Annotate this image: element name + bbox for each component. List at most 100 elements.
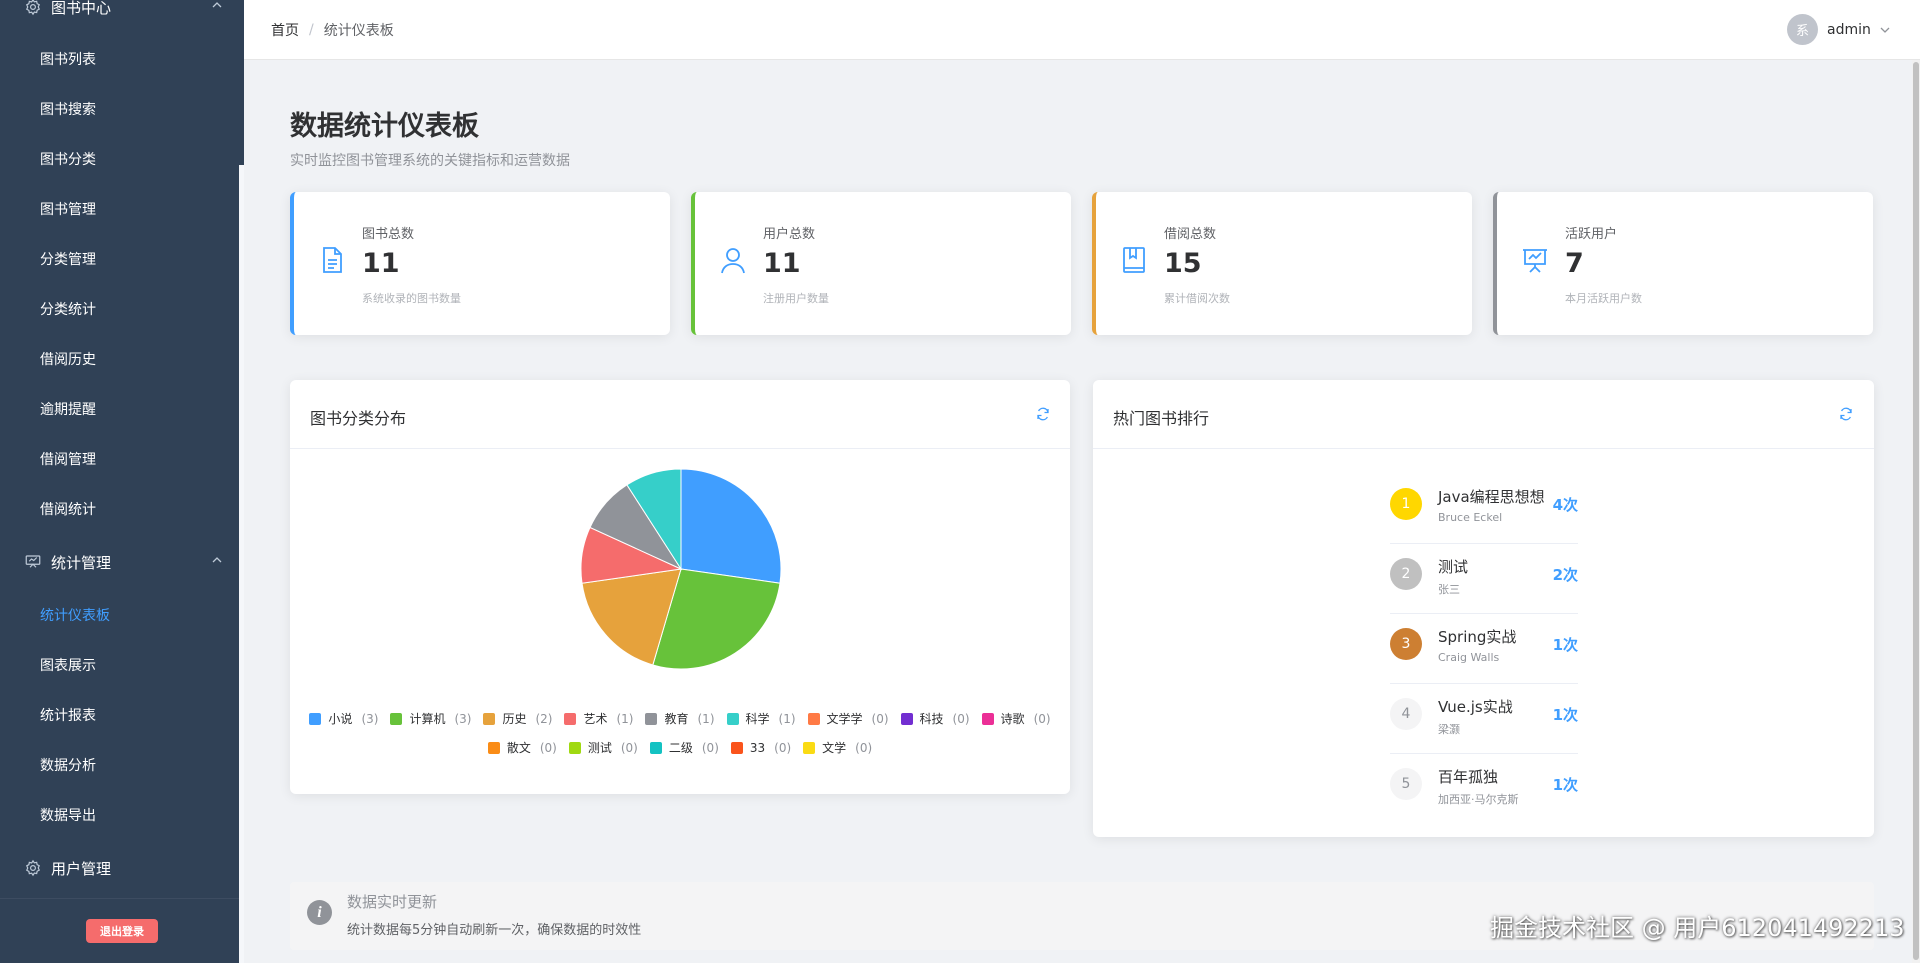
legend-item[interactable]: 文学 (0) [803, 739, 872, 756]
stat-value: 11 [763, 248, 801, 279]
panel-header: 热门图书排行 [1093, 380, 1874, 449]
legend-item[interactable]: 散文 (0) [487, 739, 557, 756]
divider [0, 898, 244, 899]
menu-group-label: 统计管理 [51, 553, 112, 572]
legend-label: 二级 [668, 741, 693, 755]
legend-item[interactable]: 科技 (0) [900, 710, 970, 727]
main-scrollbar[interactable] [1913, 62, 1919, 960]
menu-group-books[interactable]: 图书中心 [0, 0, 244, 27]
legend-item[interactable]: 文学学 (0) [807, 710, 889, 727]
legend-count: (3) [361, 711, 379, 726]
legend-label: 小说 [328, 712, 353, 726]
sidebar-item-export[interactable]: 数据导出 [40, 808, 96, 824]
page-subtitle: 实时监控图书管理系统的关键指标和运营数据 [290, 153, 570, 169]
document-icon [323, 247, 342, 273]
refresh-icon[interactable] [1838, 406, 1854, 422]
sidebar-item-borrow-manage[interactable]: 借阅管理 [40, 452, 96, 468]
legend-item[interactable]: 艺术 (1) [564, 710, 633, 727]
hot-books-panel: 热门图书排行 [1093, 380, 1874, 837]
legend-count: (3) [454, 711, 472, 726]
book-author: 张三 [1438, 583, 1460, 596]
legend-swatch [564, 712, 577, 725]
info-desc: 统计数据每5分钟自动刷新一次，确保数据的时效性 [347, 923, 642, 938]
sidebar-item-book-search[interactable]: 图书搜索 [40, 102, 96, 118]
refresh-icon[interactable] [1035, 406, 1051, 422]
list-item[interactable]: 4 Vue.js实战 梁灏 1次 [1390, 684, 1578, 754]
legend-item[interactable]: 测试 (0) [568, 739, 638, 756]
legend-count: (0) [855, 740, 873, 755]
legend-item[interactable]: 历史 (2) [483, 710, 552, 727]
stat-label: 借阅总数 [1164, 227, 1217, 242]
legend-swatch [726, 712, 739, 725]
pie-slice[interactable] [581, 568, 682, 666]
chevron-up-icon [212, 557, 222, 563]
sidebar-item-borrow-history[interactable]: 借阅历史 [40, 352, 96, 368]
list-item[interactable]: 2 测试 张三 2次 [1390, 544, 1578, 614]
legend-swatch [483, 712, 496, 725]
book-author: Craig Walls [1438, 651, 1500, 664]
pie-slice[interactable] [680, 468, 782, 584]
list-item[interactable]: 1 Java编程思想想 Bruce Eckel 4次 [1390, 474, 1578, 544]
sidebar-item-borrow-stats[interactable]: 借阅统计 [40, 502, 96, 518]
list-item[interactable]: 5 百年孤独 加西亚·马尔克斯 1次 [1390, 754, 1578, 824]
menu-group-label: 用户管理 [51, 859, 112, 878]
sidebar-item-dashboard[interactable]: 统计仪表板 [40, 608, 110, 624]
legend-count: (0) [871, 711, 889, 726]
presentation-icon [1523, 249, 1547, 273]
legend-label: 文学学 [826, 712, 863, 726]
legend-count: (1) [616, 711, 634, 726]
sidebar-item-charts[interactable]: 图表展示 [40, 658, 96, 674]
legend-item[interactable]: 二级 (0) [649, 739, 719, 756]
gear-icon [25, 859, 41, 877]
username: admin [1827, 21, 1871, 38]
menu-group-stats[interactable]: 统计管理 [0, 542, 244, 582]
sidebar-item-category-manage[interactable]: 分类管理 [40, 252, 96, 268]
sidebar-scrollbar[interactable] [239, 165, 244, 963]
legend-item[interactable]: 科学 (1) [726, 710, 796, 727]
pie-slice[interactable] [626, 468, 682, 571]
stat-desc: 系统收录的图书数量 [362, 292, 461, 305]
sidebar-item-overdue[interactable]: 逾期提醒 [40, 402, 96, 418]
book-title: Java编程思想想 [1438, 488, 1545, 506]
legend-label: 文学 [822, 741, 847, 755]
legend-item[interactable]: 33 (0) [730, 739, 792, 756]
legend-swatch [803, 741, 816, 754]
legend-count: (0) [1033, 711, 1051, 726]
borrow-count: 1次 [1552, 636, 1578, 654]
legend-swatch [568, 741, 581, 754]
book-author: 梁灏 [1438, 723, 1460, 736]
chevron-up-icon [212, 2, 222, 8]
legend-label: 33 [749, 740, 766, 755]
category-distribution-panel: 图书分类分布 小说 (3) 计算机 (3) 历史 (2) 艺术 (1) 教育 (1) 科学 (1) 文学… [290, 380, 1070, 794]
menu-group-users[interactable]: 用户管理 [0, 848, 244, 888]
sidebar-item-book-manage[interactable]: 图书管理 [40, 202, 96, 218]
legend-item[interactable]: 教育 (1) [645, 710, 715, 727]
notebook-icon [1123, 247, 1145, 273]
book-title: Vue.js实战 [1438, 698, 1513, 716]
legend-item[interactable]: 计算机 (3) [390, 710, 471, 727]
panel-title: 图书分类分布 [310, 409, 407, 428]
avatar: 系 [1787, 14, 1818, 45]
panel-header: 图书分类分布 [290, 380, 1070, 449]
user-dropdown[interactable]: 系 admin [1787, 14, 1891, 45]
sidebar-item-book-list[interactable]: 图书列表 [40, 52, 96, 68]
legend-item[interactable]: 小说 (3) [309, 710, 378, 727]
legend-item[interactable]: 诗歌 (0) [981, 710, 1051, 727]
rank-badge: 3 [1390, 628, 1422, 660]
sidebar-item-reports[interactable]: 统计报表 [40, 708, 96, 724]
stat-card-users: 用户总数 11 注册用户数量 [691, 192, 1071, 335]
legend-count: (0) [952, 711, 970, 726]
list-item[interactable]: 3 Spring实战 Craig Walls 1次 [1390, 614, 1578, 684]
menu-group-label: 图书中心 [51, 0, 112, 17]
pie-slice[interactable] [652, 568, 781, 670]
legend-swatch [390, 712, 403, 725]
logout-button[interactable]: 退出登录 [86, 919, 158, 943]
legend-count: (0) [774, 740, 792, 755]
page-title: 数据统计仪表板 [290, 111, 479, 142]
legend-count: (2) [535, 711, 553, 726]
breadcrumb-home[interactable]: 首页 [271, 23, 299, 39]
legend-label: 科学 [745, 712, 770, 726]
sidebar-item-book-category[interactable]: 图书分类 [40, 152, 96, 168]
sidebar-item-category-stats[interactable]: 分类统计 [40, 302, 96, 318]
sidebar-item-analysis[interactable]: 数据分析 [40, 758, 96, 774]
